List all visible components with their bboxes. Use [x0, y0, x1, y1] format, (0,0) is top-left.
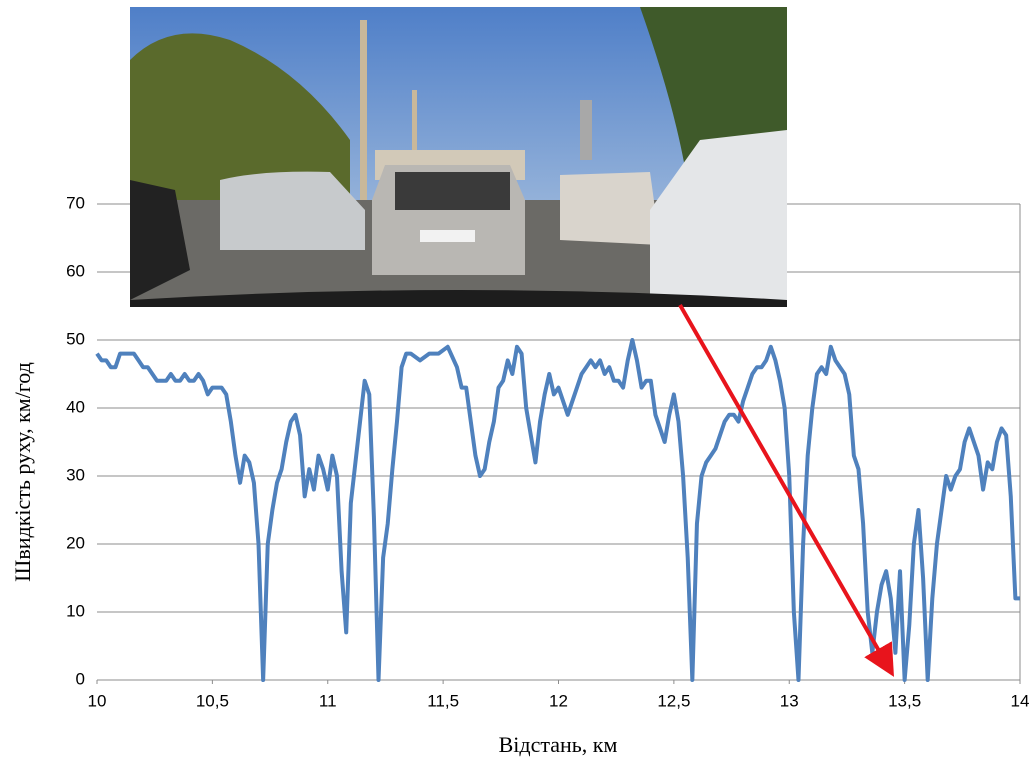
- x-tick-label: 13,5: [888, 691, 921, 710]
- x-tick-label: 11,5: [427, 691, 459, 710]
- y-tick-label: 30: [66, 465, 85, 484]
- annotation-arrow: [678, 304, 894, 677]
- photo-inset: [130, 7, 787, 307]
- y-axis-title: Швидкість руху, км/год: [10, 362, 35, 582]
- y-tick-label: 10: [66, 601, 85, 620]
- y-tick-label: 40: [66, 397, 85, 416]
- x-tick-label: 13: [780, 691, 799, 710]
- x-tick-label: 12: [549, 691, 568, 710]
- x-tick-label: 11: [319, 691, 337, 710]
- x-tick-label: 10,5: [196, 691, 229, 710]
- x-tick-label: 12,5: [657, 691, 690, 710]
- y-tick-label: 60: [66, 261, 85, 280]
- y-tick-label: 0: [76, 669, 85, 688]
- data-line: [95, 338, 1020, 682]
- x-tick-label: 10: [88, 691, 107, 710]
- y-tick-label: 70: [66, 193, 85, 212]
- y-tick-label: 50: [66, 329, 85, 348]
- x-axis-title: Відстань, км: [499, 732, 618, 757]
- y-tick-label: 20: [66, 533, 85, 552]
- x-tick-label: 14: [1011, 691, 1030, 710]
